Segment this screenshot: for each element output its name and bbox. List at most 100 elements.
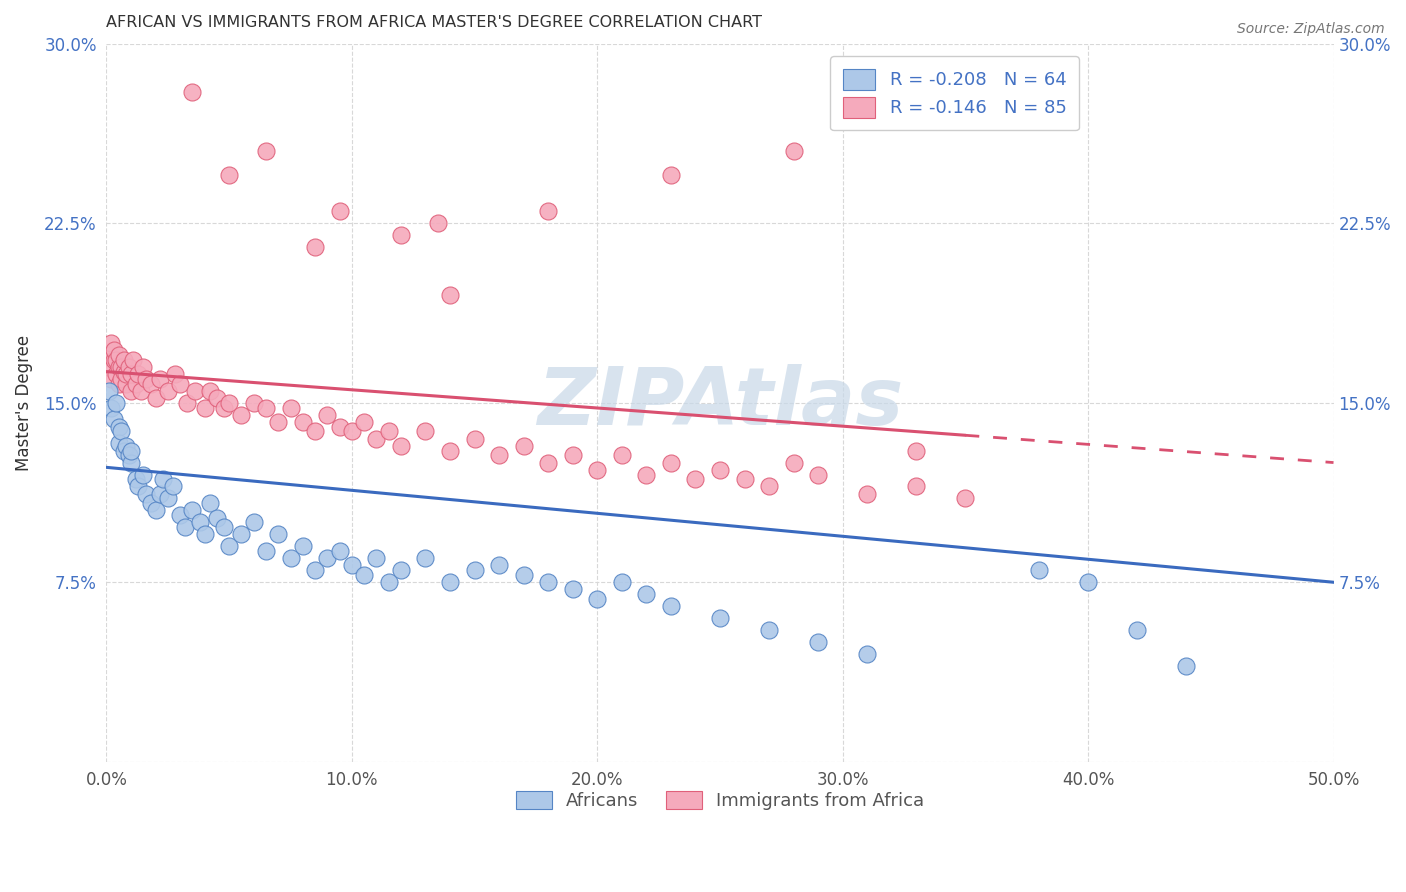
Point <box>955 491 977 506</box>
Point <box>1077 575 1099 590</box>
Point <box>329 419 352 434</box>
Point <box>107 359 129 374</box>
Point <box>366 551 388 566</box>
Point <box>107 376 129 391</box>
Point <box>100 372 122 386</box>
Point <box>280 401 302 415</box>
Point <box>512 568 534 582</box>
Point <box>1175 659 1198 673</box>
Point <box>291 539 314 553</box>
Point <box>176 395 198 409</box>
Point <box>415 425 437 439</box>
Point <box>194 401 217 415</box>
Point <box>135 372 157 386</box>
Point <box>181 85 204 99</box>
Point <box>97 348 120 362</box>
Point <box>758 479 780 493</box>
Point <box>242 395 264 409</box>
Point <box>280 551 302 566</box>
Point <box>218 169 240 183</box>
Text: ZIPAtlas: ZIPAtlas <box>537 364 903 442</box>
Point <box>366 432 388 446</box>
Point <box>117 359 139 374</box>
Point <box>1028 563 1050 577</box>
Point <box>304 425 326 439</box>
Point <box>103 352 125 367</box>
Point <box>254 401 277 415</box>
Y-axis label: Master's Degree: Master's Degree <box>15 334 32 471</box>
Point <box>426 216 449 230</box>
Point <box>125 376 148 391</box>
Point <box>782 145 804 159</box>
Point <box>169 508 191 523</box>
Point <box>377 575 399 590</box>
Point <box>97 384 120 398</box>
Point <box>139 496 162 510</box>
Point <box>512 439 534 453</box>
Point <box>205 510 228 524</box>
Point <box>329 204 352 219</box>
Point <box>291 415 314 429</box>
Point <box>218 395 240 409</box>
Point <box>139 376 162 391</box>
Point <box>127 367 149 381</box>
Point <box>439 288 461 302</box>
Point <box>112 352 135 367</box>
Point <box>145 503 167 517</box>
Point <box>117 449 139 463</box>
Point <box>488 449 510 463</box>
Point <box>156 491 179 506</box>
Point <box>198 496 221 510</box>
Point <box>125 472 148 486</box>
Point <box>120 384 142 398</box>
Point <box>807 635 830 649</box>
Point <box>636 467 658 482</box>
Point <box>112 365 135 379</box>
Point <box>659 599 682 614</box>
Point <box>132 467 155 482</box>
Point <box>316 551 339 566</box>
Point <box>537 456 560 470</box>
Point <box>856 486 879 500</box>
Point <box>464 432 486 446</box>
Point <box>734 472 756 486</box>
Point <box>807 467 830 482</box>
Point <box>267 527 290 541</box>
Point <box>110 359 132 374</box>
Point <box>377 425 399 439</box>
Point <box>105 352 128 367</box>
Point <box>537 575 560 590</box>
Point <box>107 348 129 362</box>
Point <box>212 520 235 534</box>
Point <box>254 145 277 159</box>
Point <box>165 367 187 381</box>
Point <box>561 582 583 597</box>
Point <box>181 503 204 517</box>
Point <box>439 443 461 458</box>
Point <box>132 359 155 374</box>
Point <box>149 372 172 386</box>
Point <box>709 463 731 477</box>
Point <box>340 425 363 439</box>
Point <box>184 384 207 398</box>
Point <box>105 367 128 381</box>
Point <box>162 479 184 493</box>
Point <box>120 456 142 470</box>
Point <box>149 486 172 500</box>
Point <box>129 384 152 398</box>
Point <box>316 408 339 422</box>
Point <box>120 443 142 458</box>
Point <box>758 623 780 637</box>
Point <box>115 439 138 453</box>
Point <box>205 391 228 405</box>
Point <box>194 527 217 541</box>
Point <box>188 516 211 530</box>
Point <box>636 587 658 601</box>
Point <box>110 372 132 386</box>
Point <box>782 456 804 470</box>
Point <box>329 544 352 558</box>
Point <box>103 412 125 426</box>
Point <box>267 415 290 429</box>
Point <box>389 439 412 453</box>
Point <box>107 436 129 450</box>
